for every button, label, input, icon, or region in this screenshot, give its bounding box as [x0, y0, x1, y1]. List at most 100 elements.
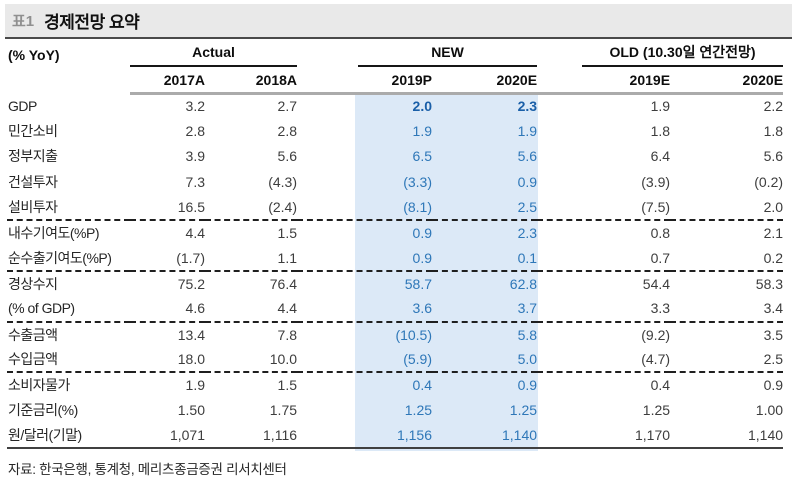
cell-value: (0.2) [754, 173, 784, 190]
cell-new-forecast: 58.7 [404, 275, 433, 292]
cell-value: 7.8 [277, 326, 298, 343]
cell-value: 10.0 [205, 346, 298, 374]
cell-value: 3.5 [763, 326, 784, 343]
cell-value: 5.6 [277, 148, 298, 165]
table-row: 설비투자 16.5 (2.4) (8.1) 2.5 (7.5) 2.0 [7, 194, 784, 221]
table-row: 기준금리(%) 1.50 1.75 1.25 1.25 1.25 1.00 [7, 398, 783, 423]
cell-new-forecast: 0.9 [297, 245, 433, 272]
cell-value: 1.25 [642, 402, 671, 419]
cell-value: 0.4 [650, 377, 671, 394]
unit-label: (% YoY) [8, 47, 60, 63]
group-header-actual: Actual [130, 41, 298, 68]
row-label: (% of GDP) [7, 296, 130, 323]
cell-new-forecast: 62.8 [509, 275, 538, 292]
cell-value: 7.3 [185, 173, 205, 190]
table-row: (% of GDP) 4.6 4.4 3.6 3.7 3.3 3.4 [7, 296, 784, 323]
cell-value: 1.5 [277, 225, 298, 242]
cell-value: 54.4 [642, 275, 671, 292]
table-row: 정부지출 3.9 5.6 6.5 5.6 6.4 5.6 [7, 144, 783, 169]
table-row: 경상수지 75.2 76.4 58.7 62.8 54.4 58.3 [7, 271, 783, 296]
cell-value: 1.9 [185, 377, 205, 394]
economic-forecast-table: (% YoY) Actual NEW OLD (10.30일 연간전망) 201… [7, 41, 784, 450]
cell-value: 5.6 [763, 148, 784, 165]
cell-new-forecast: (10.5) [395, 326, 433, 343]
cell-value: 2.0 [670, 194, 784, 221]
col-header-2020e-old: 2020E [670, 68, 784, 95]
cell-new-forecast: 5.8 [517, 326, 538, 343]
col-header-2017a: 2017A [130, 68, 205, 95]
cell-new-forecast: 3.7 [432, 296, 538, 323]
cell-value: 76.4 [269, 275, 298, 292]
cell-value: 2.8 [277, 123, 298, 140]
cell-value: 0.8 [650, 225, 671, 242]
new-forecast-highlight [355, 94, 538, 451]
row-label: 건설투자 [8, 173, 58, 190]
cell-value: 13.4 [177, 326, 205, 343]
table-number-tag: 표1 [12, 13, 35, 30]
col-header-2018a: 2018A [205, 68, 298, 95]
cell-new-forecast: 1.25 [404, 402, 433, 419]
cell-value: 0.2 [670, 245, 784, 272]
cell-value: 4.6 [130, 296, 205, 323]
cell-value: 1.75 [269, 402, 298, 419]
table-row: 순수출기여도(%P) (1.7) 1.1 0.9 0.1 0.7 0.2 [7, 245, 784, 272]
row-label: 순수출기여도(%P) [7, 245, 130, 272]
cell-new-forecast: 5.0 [432, 346, 538, 374]
table-row: 민간소비 2.8 2.8 1.9 1.9 1.8 1.8 [7, 118, 783, 143]
cell-value: 1.8 [763, 123, 784, 140]
row-label: 설비투자 [7, 194, 130, 221]
row-label: 정부지출 [8, 148, 58, 165]
source-note: 자료: 한국은행, 통계청, 메리츠종금증권 리서치센터 [8, 462, 287, 477]
cell-new-forecast: 1.9 [412, 123, 433, 140]
table-row: 수입금액 18.0 10.0 (5.9) 5.0 (4.7) 2.5 [7, 346, 784, 374]
cell-new-forecast: 2.3 [517, 225, 538, 242]
row-label: 민간소비 [8, 123, 58, 140]
row-label: 원/달러(기말) [7, 423, 130, 450]
cell-new-forecast: 1.25 [509, 402, 538, 419]
cell-value: (4.7) [537, 346, 671, 374]
cell-value: 1.5 [277, 377, 298, 394]
table-row: GDP 3.2 2.7 2.0 2.3 1.9 2.2 [7, 93, 783, 118]
cell-new-forecast: 0.9 [517, 173, 538, 190]
cell-value: 58.3 [755, 275, 784, 292]
cell-new-forecast: 0.4 [412, 377, 433, 394]
table-row: 소비자물가 1.9 1.5 0.4 0.9 0.4 0.9 [7, 372, 783, 397]
cell-new-forecast: 2.0 [412, 98, 433, 115]
cell-value: (1.7) [130, 245, 205, 272]
cell-value: 0.7 [537, 245, 671, 272]
cell-new-forecast: 3.6 [297, 296, 433, 323]
cell-value: 1.50 [177, 402, 205, 419]
cell-value: 1.8 [650, 123, 671, 140]
col-header-2019p: 2019P [297, 68, 433, 95]
cell-new-forecast: 1,140 [432, 423, 538, 450]
cell-new-forecast: 6.5 [412, 148, 433, 165]
cell-value: 4.4 [205, 296, 298, 323]
cell-value: 1,116 [205, 423, 298, 450]
cell-new-forecast: 0.1 [432, 245, 538, 272]
cell-value: 6.4 [650, 148, 671, 165]
table-row: 내수기여도(%P) 4.4 1.5 0.9 2.3 0.8 2.1 [7, 220, 783, 245]
table-row: 건설투자 7.3 (4.3) (3.3) 0.9 (3.9) (0.2) [7, 169, 783, 194]
cell-new-forecast: 0.9 [517, 377, 538, 394]
cell-value: 1.1 [205, 245, 298, 272]
cell-new-forecast: 2.5 [432, 194, 538, 221]
cell-value: 1,071 [130, 423, 205, 450]
cell-value: 3.3 [537, 296, 671, 323]
cell-new-forecast: (8.1) [297, 194, 433, 221]
cell-value: 1,140 [670, 423, 784, 450]
cell-value: 3.4 [670, 296, 784, 323]
cell-value: (9.2) [641, 326, 671, 343]
cell-new-forecast: (5.9) [297, 346, 433, 374]
cell-value: (7.5) [537, 194, 671, 221]
row-label: 소비자물가 [8, 377, 70, 394]
row-label: 수입금액 [7, 346, 130, 374]
cell-value: 1.9 [650, 98, 671, 115]
column-group-header-row: (% YoY) Actual NEW OLD (10.30일 연간전망) [7, 41, 784, 68]
cell-value: 2.7 [277, 98, 298, 115]
table-title-bar: 표1 경제전망 요약 [5, 4, 792, 39]
cell-new-forecast: 0.9 [412, 225, 433, 242]
cell-value: 2.8 [185, 123, 205, 140]
cell-value: 1.00 [755, 402, 784, 419]
cell-value: 0.9 [763, 377, 784, 394]
